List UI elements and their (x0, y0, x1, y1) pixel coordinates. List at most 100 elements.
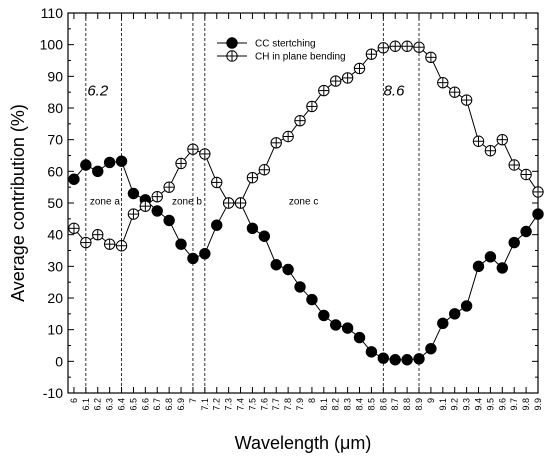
annotations: 6.2 8.6 zone a zone b zone c (87, 82, 405, 207)
x-tick-label: 8.9 (414, 398, 424, 411)
point-ch-in-plane-bending (68, 222, 80, 235)
x-tick-label: 6.4 (117, 398, 127, 411)
point-cc-stertching (80, 159, 92, 171)
point-cc-stertching (449, 308, 461, 320)
y-tick-label: 50 (47, 195, 63, 211)
point-cc-stertching (187, 252, 199, 265)
x-tick-label: 6.1 (81, 398, 91, 411)
x-tick-label: 7.5 (247, 398, 257, 411)
x-tick-label: 9.4 (474, 398, 484, 411)
point-ch-in-plane-bending (234, 197, 247, 209)
x-tick-label: 9.5 (485, 398, 495, 411)
point-cc-stertching (127, 187, 140, 200)
point-cc-stertching (175, 238, 187, 250)
point-cc-stertching (282, 263, 294, 276)
point-ch-in-plane-bending (127, 208, 140, 220)
y-axis-label: Average contribution (%) (8, 104, 28, 302)
zone-label: zone b (172, 197, 202, 208)
point-cc-stertching (270, 259, 282, 271)
point-cc-stertching (389, 354, 401, 366)
point-ch-in-plane-bending (226, 50, 238, 62)
point-cc-stertching (163, 214, 175, 227)
zone-peak-label: 6.2 (87, 82, 109, 99)
point-ch-in-plane-bending (437, 76, 449, 89)
point-cc-stertching (330, 319, 342, 331)
y-tick-label: 80 (47, 100, 63, 116)
point-cc-stertching (425, 342, 437, 355)
point-cc-stertching (211, 219, 223, 231)
x-tick-label: 6.6 (140, 398, 150, 411)
x-tick-label: 8.4 (355, 398, 365, 411)
point-ch-in-plane-bending (151, 190, 163, 203)
y-tick-label: 100 (40, 37, 64, 53)
x-tick-label: 9.8 (521, 398, 531, 411)
point-ch-in-plane-bending (508, 159, 520, 171)
point-ch-in-plane-bending (139, 200, 152, 212)
point-ch-in-plane-bending (377, 42, 390, 54)
zone-label: zone a (90, 197, 120, 208)
point-ch-in-plane-bending (222, 197, 235, 209)
point-ch-in-plane-bending (282, 130, 294, 143)
legend-label: CH in plane bending (255, 52, 346, 63)
point-cc-stertching (353, 331, 366, 344)
point-ch-in-plane-bending (306, 100, 318, 113)
zone-divider-lines (85, 13, 420, 393)
x-tick-label: 9.2 (450, 398, 460, 411)
point-cc-stertching (341, 322, 354, 334)
y-tick-label: 0 (55, 353, 63, 369)
point-cc-stertching (413, 353, 425, 365)
point-ch-in-plane-bending (365, 48, 378, 60)
point-cc-stertching (460, 300, 473, 312)
x-tick-label: 6.9 (176, 398, 186, 411)
point-ch-in-plane-bending (80, 236, 92, 249)
x-tick-label: 8.2 (331, 398, 341, 411)
point-cc-stertching (294, 281, 306, 293)
x-tick-label: 7.8 (283, 398, 293, 411)
x-tick-label: 6.3 (105, 398, 115, 411)
point-ch-in-plane-bending (199, 148, 211, 160)
point-ch-in-plane-bending (175, 157, 187, 170)
y-tick-label: 110 (41, 5, 64, 21)
point-ch-in-plane-bending (115, 240, 128, 252)
point-ch-in-plane-bending (413, 41, 425, 53)
point-ch-in-plane-bending (92, 228, 104, 241)
y-tick-label: 30 (47, 258, 63, 274)
legend: CC stertching CH in plane bending (217, 37, 346, 63)
point-ch-in-plane-bending (425, 51, 437, 64)
series-line-ch-in-plane-bending (73, 45, 539, 247)
point-ch-in-plane-bending (270, 137, 282, 149)
zone-label: zone c (289, 197, 318, 208)
point-cc-stertching (68, 173, 80, 185)
x-tick-label: 7.6 (259, 398, 269, 411)
x-tick-label: 8.5 (366, 398, 376, 411)
point-ch-in-plane-bending (103, 238, 116, 250)
point-ch-in-plane-bending (484, 145, 497, 157)
y-tick-label: 90 (47, 68, 63, 84)
point-cc-stertching (532, 208, 544, 220)
point-cc-stertching (199, 247, 211, 260)
x-tick-label: 9.6 (497, 398, 507, 411)
point-cc-stertching (520, 225, 532, 238)
point-cc-stertching (306, 293, 318, 306)
point-ch-in-plane-bending (341, 72, 354, 84)
point-ch-in-plane-bending (496, 133, 509, 146)
x-tick-label: 9.1 (438, 398, 448, 411)
point-cc-stertching (377, 352, 390, 364)
point-cc-stertching (115, 155, 128, 167)
y-tick-label: 10 (47, 322, 63, 338)
point-cc-stertching (365, 346, 378, 358)
point-cc-stertching (318, 309, 330, 322)
x-tick-label: 6 (69, 398, 79, 403)
point-ch-in-plane-bending (389, 40, 401, 52)
x-tick-label: 6.8 (164, 398, 174, 411)
x-tick-label: 7.3 (224, 398, 234, 411)
point-ch-in-plane-bending (532, 186, 544, 198)
x-tick-label: 8.6 (378, 398, 388, 411)
x-axis-ticks: 6 6.1 6.2 6.3 6.4 6.5 6.6 6.7 6.8 6.9 7 7.1 7.2 7.3 7.… (69, 13, 543, 411)
point-cc-stertching (484, 251, 497, 263)
point-cc-stertching (401, 354, 413, 366)
point-cc-stertching (246, 222, 259, 235)
x-tick-label: 9.9 (533, 398, 543, 411)
point-ch-in-plane-bending (294, 114, 306, 127)
